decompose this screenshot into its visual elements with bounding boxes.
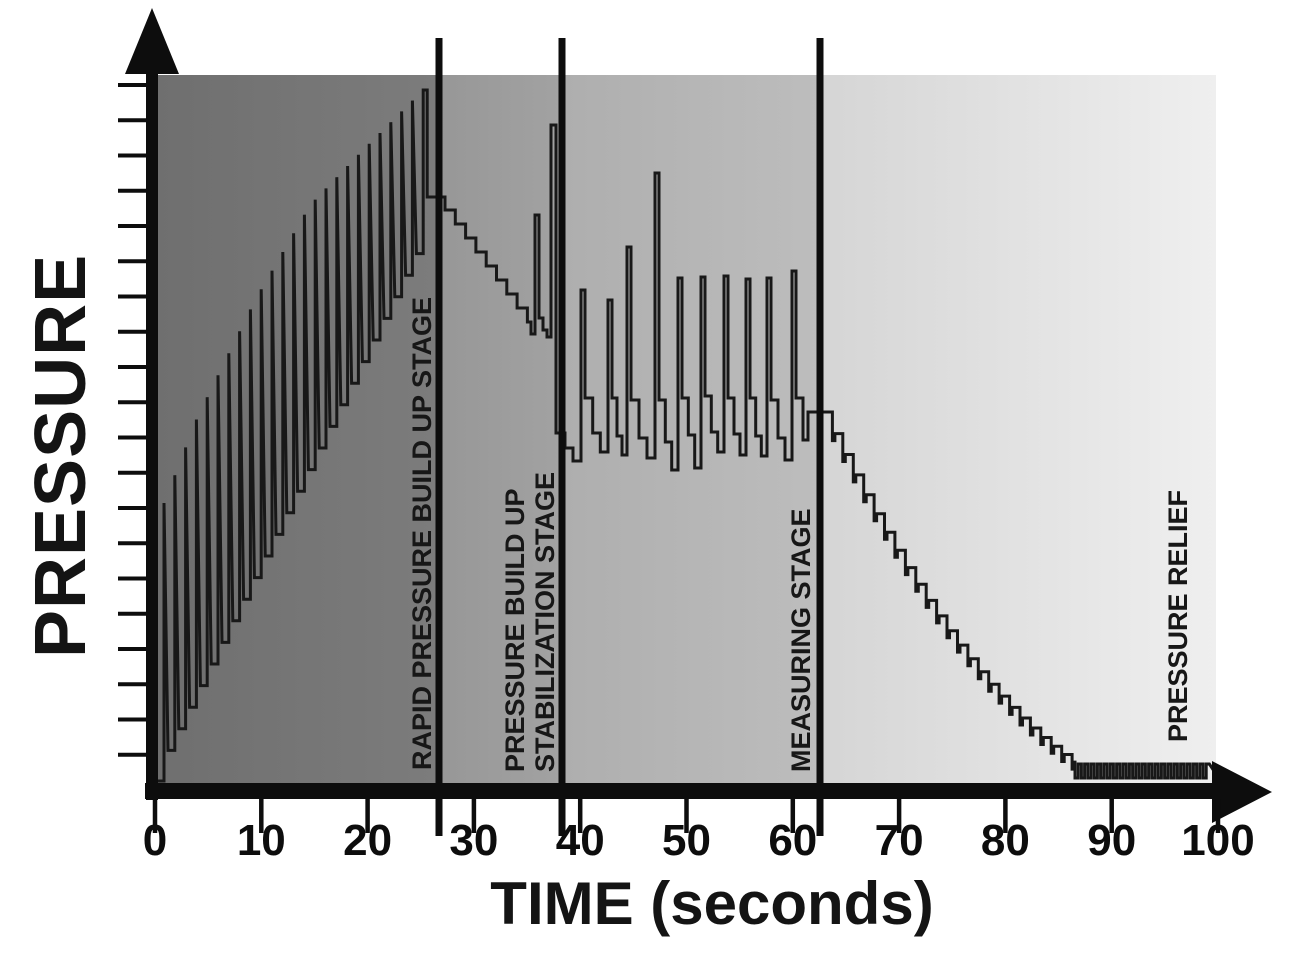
x-tick-label: 20 (343, 816, 392, 865)
x-tick (1215, 799, 1221, 833)
y-tick (118, 435, 147, 440)
y-tick (118, 470, 147, 475)
stage-label-3: MEASURING STAGE (786, 508, 816, 772)
y-axis-line (146, 30, 158, 800)
pressure-waveform (158, 88, 1216, 783)
y-tick (118, 188, 147, 193)
x-tick (471, 799, 477, 833)
y-tick (118, 294, 147, 299)
x-tick (684, 799, 689, 833)
x-tick (1109, 799, 1114, 833)
stage-bg-3 (562, 75, 820, 783)
stage-bg-2 (439, 75, 562, 783)
stage-divider-2 (558, 38, 566, 836)
x-tick (896, 799, 902, 833)
y-tick (118, 717, 147, 722)
stage-bg-4 (820, 75, 1216, 783)
y-axis-arrow-icon (125, 8, 179, 74)
y-tick (118, 400, 147, 405)
pressure-curve (158, 88, 1216, 783)
stage-divider-1 (435, 38, 443, 836)
x-tick (365, 799, 370, 833)
x-tick (1003, 799, 1008, 833)
x-tick-label: 80 (981, 816, 1030, 865)
axes (125, 8, 1272, 823)
y-tick (118, 83, 147, 87)
x-tick-label: 50 (662, 816, 711, 865)
stage-dividers (435, 38, 824, 836)
x-tick-label: 30 (449, 816, 498, 865)
y-axis-title: PRESSURE (21, 253, 101, 658)
y-tick (118, 118, 147, 123)
stage-divider-3 (816, 38, 824, 836)
x-tick-label: 10 (237, 816, 286, 865)
x-tick-label: 40 (556, 816, 605, 865)
stage-label-2-line-1: PRESSURE BUILD UP (500, 488, 530, 772)
x-tick-label: 70 (875, 816, 924, 865)
x-axis-line (145, 783, 1218, 799)
x-tick-label: 0 (143, 816, 167, 865)
x-tick (259, 799, 264, 833)
y-tick (118, 541, 147, 546)
y-tick (118, 259, 147, 264)
y-tick (118, 576, 147, 581)
x-tick-label: 100 (1181, 816, 1254, 865)
x-tick-label: 60 (768, 816, 817, 865)
y-tick (118, 611, 147, 616)
y-tick (118, 329, 147, 334)
x-tick-labels: 0 10 20 30 40 50 60 70 80 90 100 (143, 816, 1255, 865)
stage-labels: RAPID PRESSURE BUILD UP STAGE PRESSURE BU… (407, 297, 1193, 772)
y-tick (118, 153, 147, 158)
x-tick-label: 90 (1087, 816, 1136, 865)
y-tick (118, 682, 147, 687)
x-tick (577, 799, 583, 833)
stage-label-2-line-2: STABILIZATION STAGE (530, 472, 560, 772)
axis-ticks (118, 83, 1221, 833)
x-axis-title: TIME (seconds) (490, 870, 934, 937)
y-tick (118, 752, 147, 757)
stage-label-4: PRESSURE RELIEF (1163, 490, 1193, 742)
x-tick (152, 799, 158, 833)
y-tick (118, 224, 147, 228)
stage-label-1: RAPID PRESSURE BUILD UP STAGE (407, 297, 437, 770)
y-tick (118, 506, 147, 510)
x-axis-arrow-icon (1212, 761, 1272, 823)
x-tick (790, 799, 796, 833)
y-tick (118, 365, 147, 369)
y-tick (118, 647, 147, 651)
